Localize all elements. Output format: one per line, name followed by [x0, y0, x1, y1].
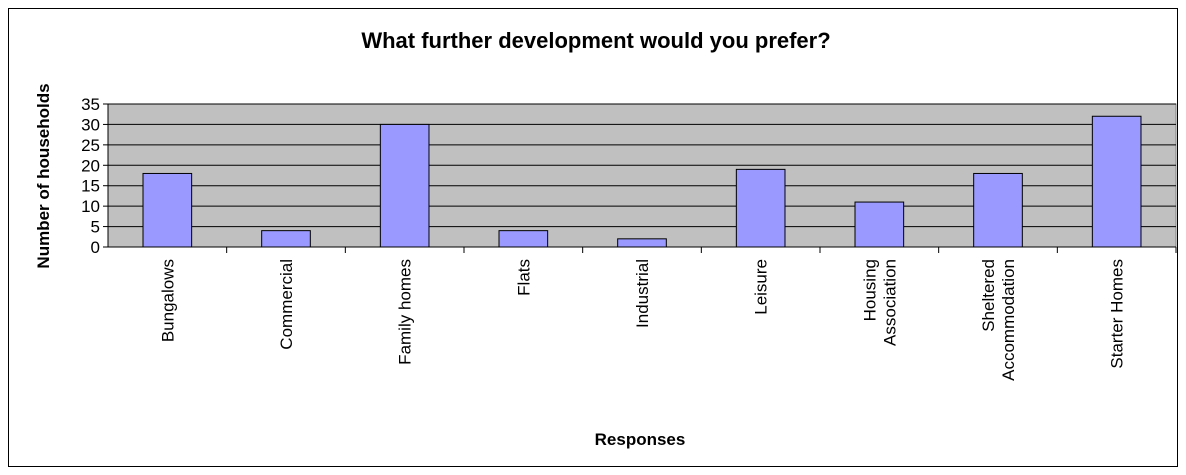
category-label-0: Bungalows [158, 259, 177, 342]
bar-4 [617, 238, 667, 248]
category-label-7: ShelteredAccommodation [979, 259, 1018, 381]
bar-8 [1091, 115, 1142, 248]
category-label-7-line-0: Sheltered [979, 259, 998, 332]
category-label-2-line-0: Family homes [396, 259, 415, 365]
category-label-6-line-0: Housing [860, 259, 879, 321]
category-label-1-line-0: Commercial [277, 259, 296, 350]
category-label-3-line-0: Flats [514, 259, 533, 296]
category-label-1: Commercial [277, 259, 296, 350]
y-tick-label-30: 30 [81, 115, 100, 134]
category-label-4: Industrial [633, 259, 652, 328]
y-tick-label-35: 35 [81, 95, 100, 114]
category-label-6-line-1: Association [880, 259, 899, 346]
x-axis-title: Responses [595, 430, 686, 449]
category-label-8-line-0: Starter Homes [1108, 259, 1127, 369]
bar-7 [973, 172, 1023, 248]
bar-2 [379, 123, 430, 248]
category-label-7-line-1: Accommodation [999, 259, 1018, 381]
y-tick-label-10: 10 [81, 197, 100, 216]
category-label-5: Leisure [752, 259, 771, 315]
y-tick-label-15: 15 [81, 177, 100, 196]
y-tick-label-25: 25 [81, 136, 100, 155]
bar-3 [498, 230, 549, 248]
y-axis-title: Number of households [34, 83, 53, 268]
bar-6 [854, 201, 905, 248]
y-tick-label-0: 0 [91, 238, 100, 257]
category-label-6: HousingAssociation [860, 259, 899, 346]
category-label-4-line-0: Industrial [633, 259, 652, 328]
chart-title: What further development would you prefe… [361, 28, 830, 53]
y-tick-label-20: 20 [81, 156, 100, 175]
category-label-0-line-0: Bungalows [158, 259, 177, 342]
category-label-8: Starter Homes [1108, 259, 1127, 369]
y-tick-label-5: 5 [91, 218, 100, 237]
bar-0 [142, 172, 193, 248]
bar-5 [735, 168, 786, 248]
bar-1 [261, 230, 311, 248]
category-label-3: Flats [514, 259, 533, 296]
category-label-5-line-0: Leisure [752, 259, 771, 315]
category-label-2: Family homes [396, 259, 415, 365]
